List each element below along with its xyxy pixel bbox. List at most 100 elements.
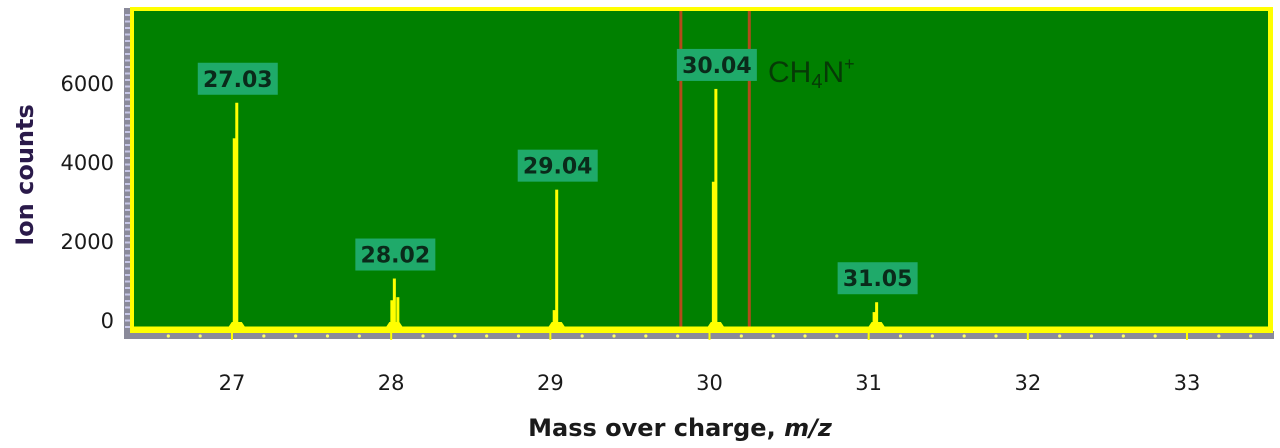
x-tick-label: 31 <box>855 371 882 395</box>
y-minor-tick <box>125 98 130 101</box>
y-minor-ticks <box>125 14 130 328</box>
y-minor-tick <box>125 287 130 289</box>
y-minor-tick <box>125 228 130 231</box>
y-minor-tick <box>125 254 130 257</box>
y-minor-tick <box>125 59 130 62</box>
x-minor-tick <box>1089 334 1094 338</box>
y-minor-tick <box>125 170 130 172</box>
x-minor-tick <box>198 334 202 338</box>
peak-spike <box>396 297 400 328</box>
x-minor-tick <box>357 334 361 338</box>
y-axis-bar <box>124 8 131 338</box>
y-minor-tick <box>125 293 130 296</box>
peak-label-text: 31.05 <box>843 267 913 292</box>
x-axis-bar <box>124 331 1274 339</box>
x-minor-tick <box>1121 334 1125 338</box>
x-minor-tick <box>485 334 489 338</box>
y-minor-tick <box>125 85 130 88</box>
peak-label-text: 29.04 <box>523 155 593 180</box>
y-minor-tick <box>125 27 130 29</box>
y-minor-tick <box>125 124 130 127</box>
y-minor-tick <box>125 72 130 75</box>
y-minor-tick <box>125 202 130 205</box>
peak-shoulder <box>390 300 394 328</box>
y-minor-tick <box>125 241 130 244</box>
y-minor-tick <box>125 319 130 322</box>
y-minor-tick <box>125 53 130 55</box>
y-minor-tick <box>125 274 130 276</box>
y-axis-title: Ion counts <box>11 104 39 246</box>
x-minor-tick <box>835 334 839 338</box>
y-minor-tick <box>125 215 130 218</box>
y-minor-tick <box>125 248 130 250</box>
peak-spike <box>555 189 559 328</box>
y-axis-ticks: 0 2000 4000 6000 <box>61 72 114 333</box>
y-minor-tick <box>125 163 130 166</box>
y-minor-tick <box>125 313 130 315</box>
peak-label-box <box>676 48 757 81</box>
peak-label-box <box>197 62 278 95</box>
y-minor-tick <box>125 261 130 263</box>
x-minor-tick <box>994 334 998 338</box>
y-minor-tick <box>125 40 130 42</box>
y-tick-label: 0 <box>101 309 114 333</box>
peak-label-text: 27.03 <box>203 68 273 93</box>
x-minor-tick <box>898 334 903 338</box>
ion-formula-annotation: CH4N+ <box>768 54 855 93</box>
y-minor-tick <box>125 222 130 224</box>
x-minor-tick <box>294 334 298 338</box>
y-minor-tick <box>125 20 130 23</box>
x-minor-tick <box>644 334 648 338</box>
x-minor-tick <box>771 334 775 338</box>
peak-spike <box>875 302 879 328</box>
peak-spike <box>392 278 396 328</box>
y-minor-tick <box>125 326 130 328</box>
y-tick-label: 6000 <box>61 72 114 96</box>
y-minor-tick <box>125 137 130 140</box>
peak-label-text: 30.04 <box>682 54 752 79</box>
x-minor-tick <box>612 334 616 338</box>
y-minor-tick <box>125 118 130 120</box>
peak-label-text: 28.02 <box>361 244 431 269</box>
x-tick-label: 33 <box>1174 371 1201 395</box>
peak-labels: 27.03 28.02 29.04 30.04 31.05 <box>197 48 918 295</box>
y-minor-tick <box>125 267 130 270</box>
x-minor-tick <box>1249 334 1253 338</box>
y-minor-tick <box>125 92 130 94</box>
y-minor-tick <box>125 144 130 146</box>
x-minor-tick <box>516 334 521 338</box>
y-minor-tick <box>125 235 130 237</box>
x-axis-title: Mass over charge, m/z <box>528 414 833 442</box>
peak-label-box <box>837 262 918 295</box>
x-minor-tick <box>580 334 584 338</box>
y-minor-tick <box>125 306 130 309</box>
peak-label-box <box>355 238 436 271</box>
y-minor-tick <box>125 189 130 192</box>
y-minor-tick <box>125 196 130 198</box>
y-tick-label: 4000 <box>61 151 114 175</box>
peak-spike <box>235 102 239 328</box>
y-minor-tick <box>125 157 130 159</box>
x-minor-tick <box>676 334 680 338</box>
x-tick-label: 29 <box>537 371 564 395</box>
x-tick-label: 32 <box>1014 371 1041 395</box>
y-minor-tick <box>125 280 130 283</box>
peak-shoulder <box>232 138 236 328</box>
y-minor-tick <box>125 183 130 185</box>
x-minor-tick <box>1217 334 1221 338</box>
y-minor-tick <box>125 33 130 36</box>
peak-shoulder <box>711 181 715 328</box>
x-minor-tick <box>930 334 934 338</box>
x-minor-tick <box>325 334 330 338</box>
x-minor-tick <box>1058 334 1062 338</box>
y-minor-tick <box>125 66 130 68</box>
x-minor-tick <box>962 334 966 338</box>
y-minor-tick <box>125 46 130 49</box>
y-minor-tick <box>125 176 130 179</box>
x-minor-tick <box>166 334 170 338</box>
x-tick-label: 27 <box>219 371 246 395</box>
peak-shoulder <box>552 310 556 328</box>
y-minor-tick <box>125 150 130 153</box>
peak-label-box <box>517 149 598 182</box>
